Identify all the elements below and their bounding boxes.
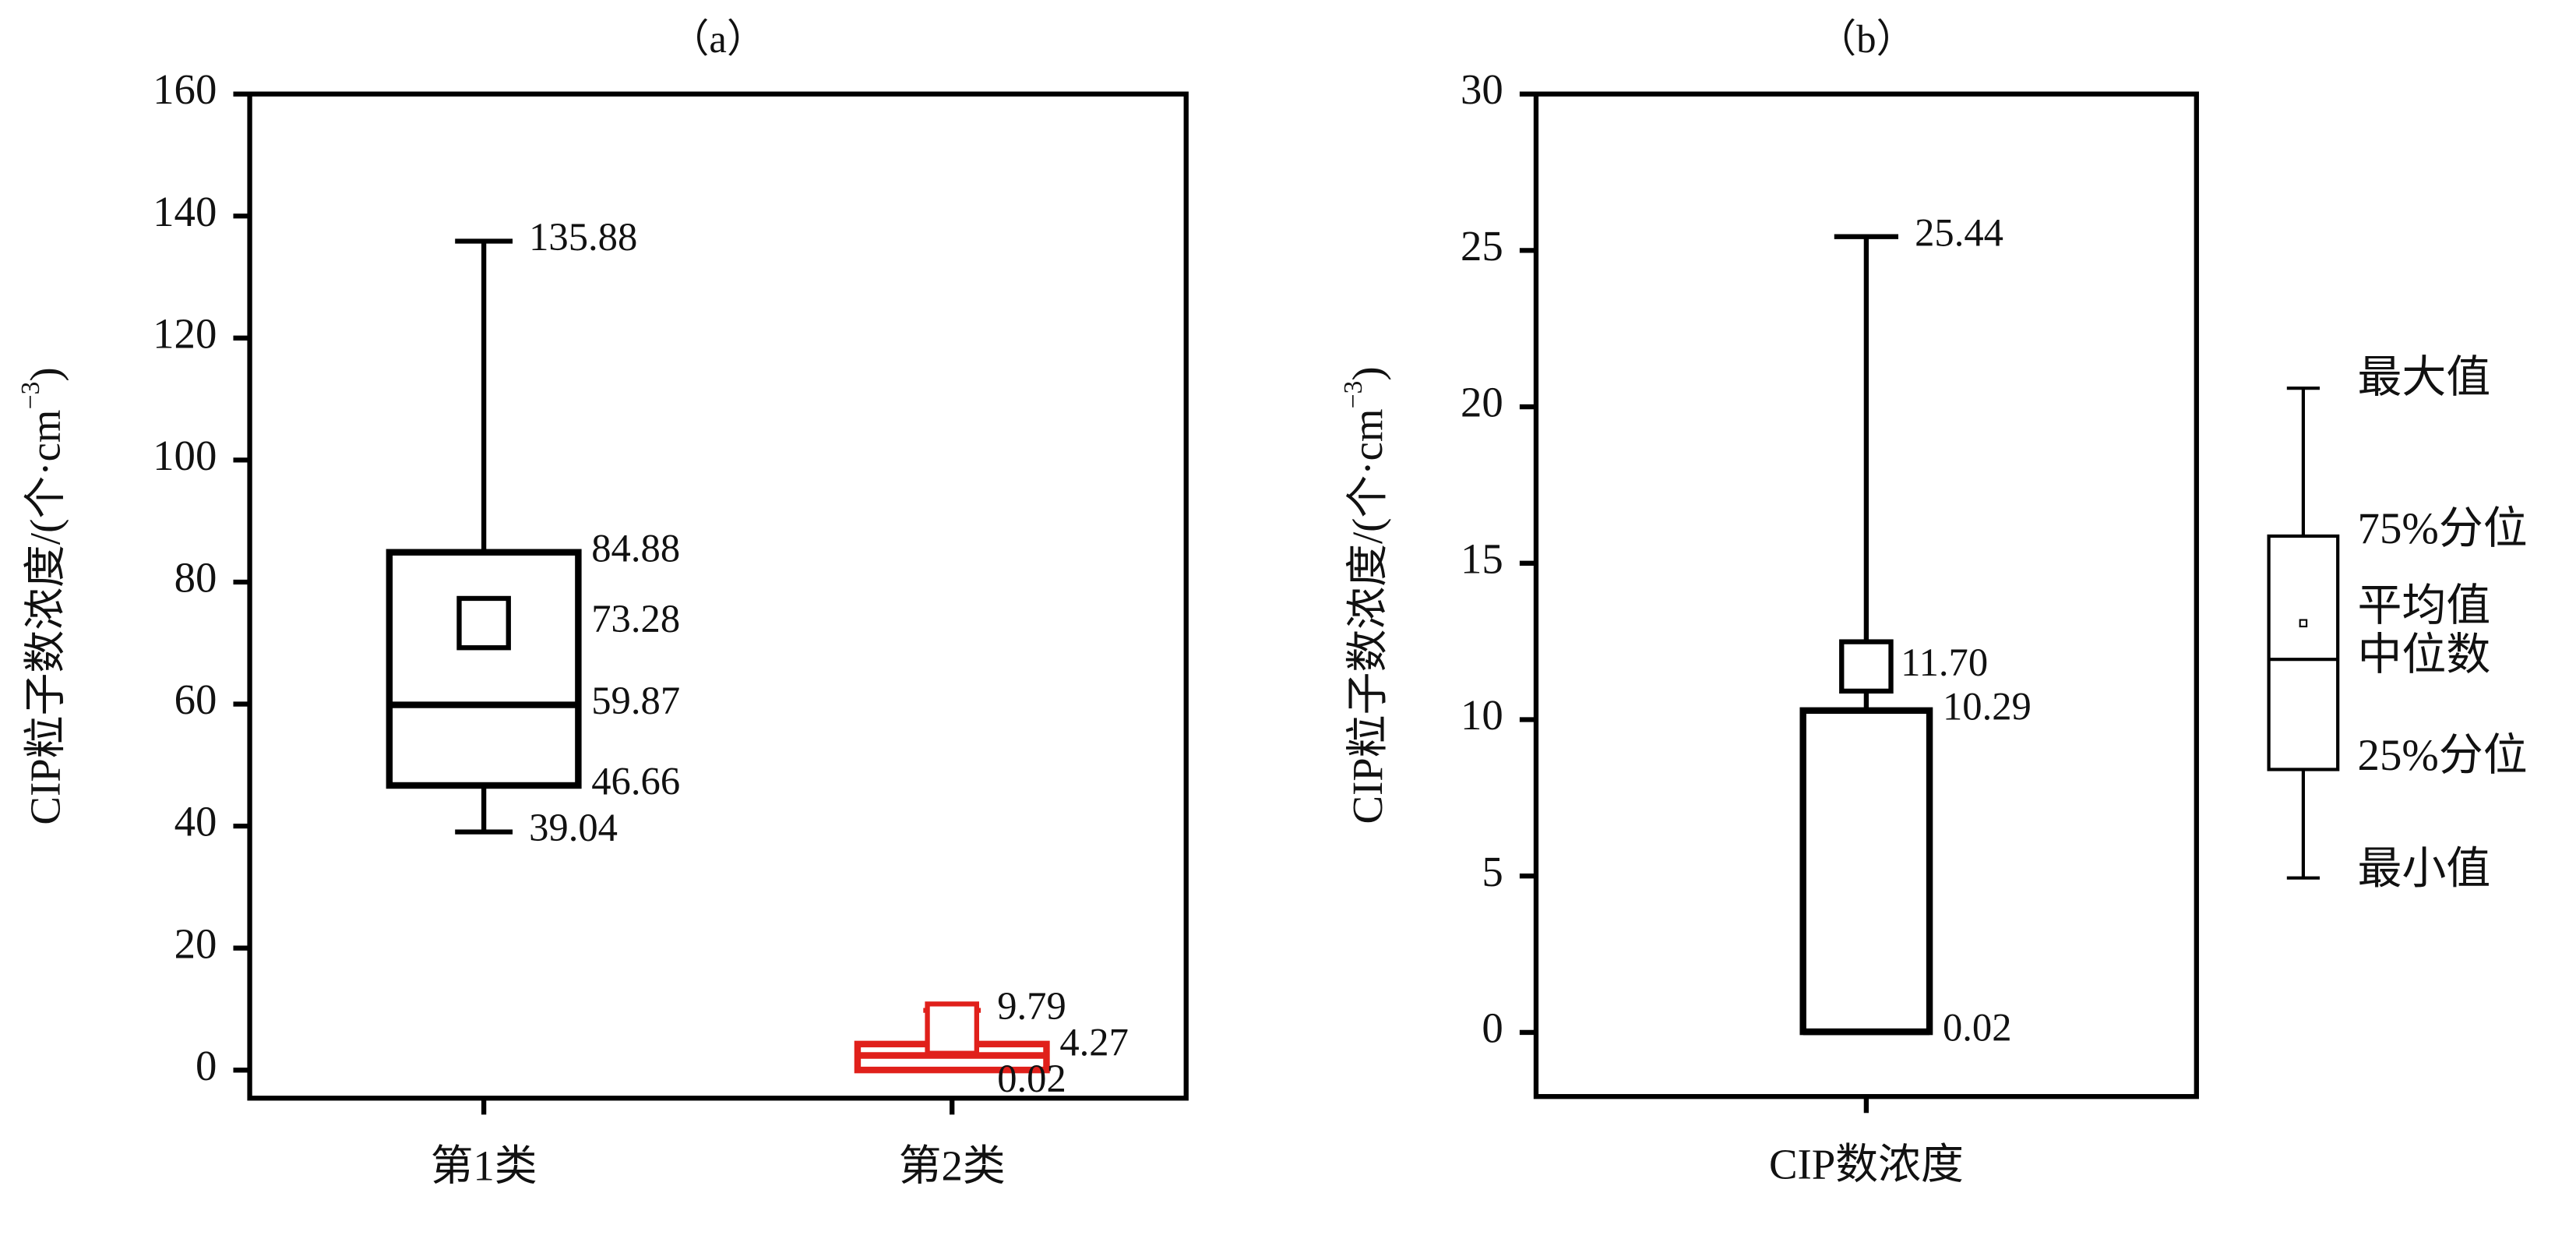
y-tick-label: 100 [153, 432, 217, 479]
y-axis-label-text: CIP粒子数浓度/(个·cm [21, 410, 69, 825]
legend-label: 25%分位 [2357, 731, 2527, 780]
y-axis-label-close: ) [1344, 366, 1391, 380]
mean-marker [1839, 639, 1894, 694]
value-label: 0.02 [1943, 1006, 2012, 1050]
y-tick-label: 30 [1461, 65, 1503, 113]
legend-label: 最大值 [2357, 353, 2490, 402]
y-tick-label: 20 [174, 919, 217, 967]
box [1799, 707, 1933, 1036]
y-tick-label: 40 [174, 798, 217, 845]
value-label: 59.87 [591, 679, 680, 722]
legend-label: 平均值 [2357, 581, 2490, 630]
y-tick-label: 15 [1461, 535, 1503, 582]
value-label: 73.28 [591, 597, 680, 641]
y-tick-label: 0 [1482, 1004, 1503, 1051]
y-axis-label: CIP粒子数浓度/(个·cm−3) [16, 367, 69, 824]
y-tick-label: 5 [1482, 848, 1503, 895]
mean-marker [456, 595, 511, 651]
y-axis-label-close: ) [21, 367, 69, 381]
value-label: 4.27 [1059, 1021, 1129, 1064]
chart-title: （b） [1817, 17, 1916, 61]
y-tick-label: 80 [174, 554, 217, 602]
y-axis-label-exp: −3 [16, 382, 45, 410]
y-axis-label-text: CIP粒子数浓度/(个·cm [1344, 408, 1391, 824]
y-tick-label: 20 [1461, 379, 1503, 426]
y-axis-label: CIP粒子数浓度/(个·cm−3) [1339, 366, 1391, 824]
y-tick-label: 160 [153, 65, 217, 113]
value-label: 84.88 [591, 526, 680, 570]
mean-marker [925, 1001, 979, 1056]
value-label: 0.02 [997, 1057, 1066, 1100]
value-label: 39.04 [529, 806, 618, 849]
box [386, 549, 582, 789]
chart-title: （a） [670, 17, 766, 61]
y-tick-label: 25 [1461, 222, 1503, 270]
legend-label: 75%分位 [2357, 504, 2527, 553]
y-tick-label: 0 [196, 1042, 217, 1089]
legend-label: 最小值 [2357, 844, 2490, 893]
value-label: 135.88 [529, 215, 637, 259]
value-label: 10.29 [1943, 684, 2032, 728]
y-tick-label: 60 [174, 676, 217, 723]
value-label: 11.70 [1901, 641, 1988, 684]
y-tick-label: 10 [1461, 691, 1503, 739]
legend-label: 中位数 [2357, 630, 2490, 679]
x-tick-label: CIP数浓度 [1769, 1141, 1964, 1188]
value-label: 9.79 [997, 984, 1066, 1028]
value-label: 46.66 [591, 760, 680, 803]
legend-box [2267, 534, 2340, 771]
plot-frame [247, 91, 1189, 1101]
y-tick-label: 120 [153, 309, 217, 357]
legend-mean [2299, 619, 2308, 628]
x-tick-label: 第2类 [899, 1142, 1006, 1190]
y-axis-label-exp: −3 [1339, 381, 1368, 409]
y-tick-label: 140 [153, 188, 217, 235]
x-tick-label: 第1类 [431, 1142, 537, 1190]
value-label: 25.44 [1915, 210, 2003, 254]
